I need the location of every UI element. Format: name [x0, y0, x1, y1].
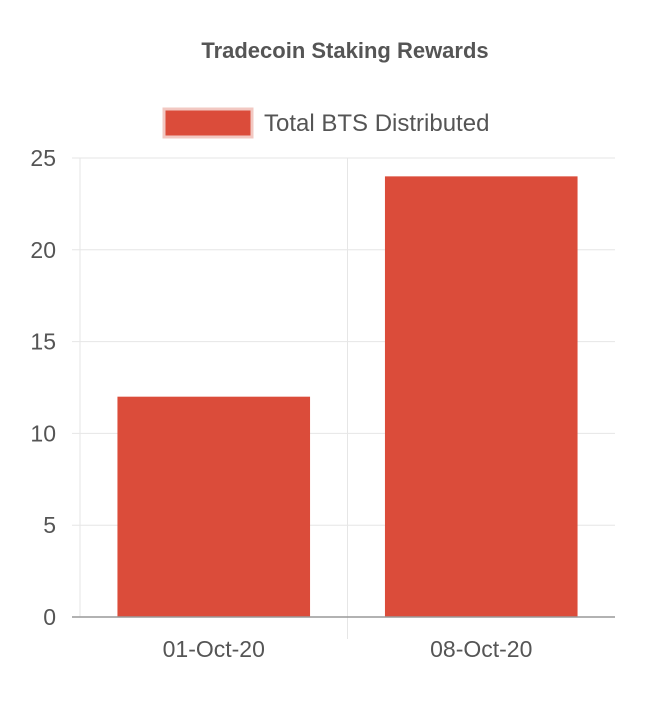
- bars: [117, 176, 578, 618]
- x-tick-label: 01-Oct-20: [163, 636, 265, 662]
- x-tick-label: 08-Oct-20: [430, 636, 532, 662]
- y-tick-label: 10: [30, 420, 56, 446]
- bar[interactable]: [384, 176, 578, 618]
- y-tick-label: 15: [30, 329, 56, 355]
- y-tick-label: 5: [43, 512, 56, 538]
- y-tick-label: 0: [43, 604, 56, 630]
- legend-swatch: [162, 107, 254, 139]
- y-tick-label: 25: [30, 145, 56, 171]
- y-tick-label: 20: [30, 237, 56, 263]
- x-axis-ticks: 01-Oct-20 08-Oct-20: [163, 636, 533, 662]
- bar[interactable]: [117, 396, 311, 617]
- y-axis-ticks: 0 5 10 15 20 25: [30, 145, 56, 630]
- legend[interactable]: Total BTS Distributed: [162, 107, 489, 139]
- chart-title: Tradecoin Staking Rewards: [201, 38, 488, 63]
- legend-label: Total BTS Distributed: [264, 110, 489, 137]
